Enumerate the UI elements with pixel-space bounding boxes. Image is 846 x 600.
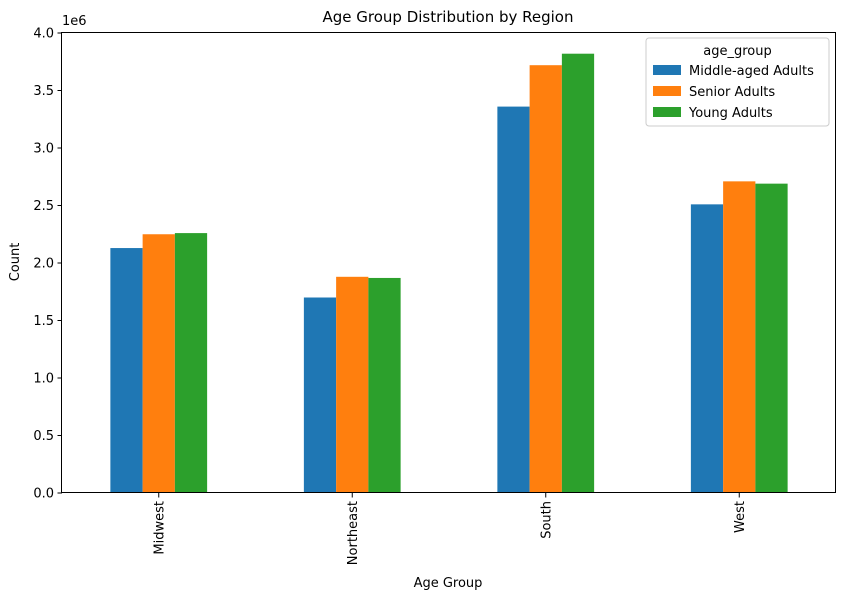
bar-northeast-middle-aged-adults: [303, 297, 337, 493]
legend: age_group Middle-aged Adults Senior Adults…: [645, 37, 830, 127]
bar-midwest-middle-aged-adults: [110, 248, 143, 493]
x-axis-label: Age Group: [414, 576, 483, 591]
bar-south-young-adults: [561, 53, 595, 493]
y-tick-label: 1.0: [33, 372, 54, 387]
y-tick-label: 3.0: [33, 142, 54, 157]
legend-swatch-young-adults: [653, 107, 681, 117]
legend-label-senior-adults: Senior Adults: [689, 85, 775, 100]
bar-midwest-senior-adults: [142, 234, 175, 493]
plot-frame: [61, 32, 836, 493]
y-tick-label: 2.5: [33, 199, 54, 214]
bar-midwest-young-adults: [174, 233, 208, 493]
x-tick-label-south: South: [539, 501, 554, 539]
bar-west-young-adults: [755, 183, 788, 493]
y-tick-label: 4.0: [33, 27, 54, 42]
x-ticks: Midwest Northeast South West: [152, 493, 748, 565]
bars-layer: [110, 53, 788, 493]
y-tick-label: 0.5: [33, 429, 54, 444]
chart-title: Age Group Distribution by Region: [322, 8, 573, 26]
y-axis-label: Count: [8, 243, 23, 282]
bar-west-middle-aged-adults: [690, 204, 724, 493]
legend-box: [645, 37, 830, 127]
y-tick-label: 2.0: [33, 257, 54, 272]
bar-south-middle-aged-adults: [497, 106, 530, 493]
legend-label-young-adults: Young Adults: [688, 106, 773, 121]
y-tick-label: 0.0: [33, 487, 54, 502]
y-tick-label: 3.5: [33, 84, 54, 99]
legend-label-middle-aged-adults: Middle-aged Adults: [689, 64, 814, 79]
legend-title: age_group: [703, 44, 771, 59]
x-tick-label-west: West: [733, 501, 748, 533]
y-ticks: 0.0 0.5 1.0 1.5 2.0 2.5 3.0 3.5 4.0: [33, 27, 62, 502]
legend-swatch-middle-aged-adults: [653, 65, 681, 75]
bar-west-senior-adults: [723, 181, 756, 493]
x-tick-label-midwest: Midwest: [152, 501, 167, 555]
bar-northeast-senior-adults: [336, 276, 369, 493]
y-tick-label: 1.5: [33, 314, 54, 329]
bar-south-senior-adults: [529, 65, 562, 493]
x-tick-label-northeast: Northeast: [346, 501, 361, 565]
legend-swatch-senior-adults: [653, 86, 681, 96]
bar-northeast-young-adults: [368, 277, 401, 493]
y-axis-multiplier: 1e6: [62, 14, 87, 29]
